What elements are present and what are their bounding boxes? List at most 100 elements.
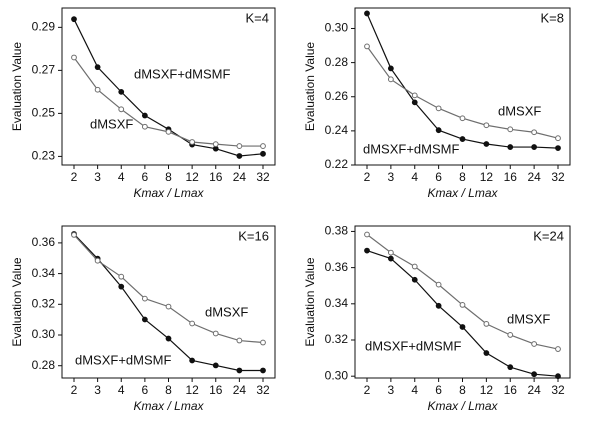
data-point	[435, 302, 442, 309]
data-point	[459, 115, 466, 122]
data-point	[531, 371, 538, 378]
x-axis-label: Kmax / Lmax	[427, 186, 498, 200]
data-point	[71, 232, 77, 238]
data-point	[141, 295, 148, 302]
data-point	[260, 150, 266, 157]
data-point	[387, 255, 394, 262]
data-point	[118, 273, 125, 280]
y-tick-label: 0.22	[325, 157, 349, 171]
series-line	[366, 13, 559, 149]
data-point	[71, 54, 77, 61]
x-tick-label: 2	[71, 170, 78, 184]
data-point	[555, 135, 561, 142]
data-point	[118, 283, 125, 290]
y-tick-label: 0.32	[325, 332, 349, 346]
annotation: K=8	[541, 10, 565, 25]
series-line	[366, 46, 559, 139]
series-label: dMSXF+dMSMF	[363, 141, 459, 156]
annotation: K=4	[246, 10, 270, 25]
data-point	[236, 143, 243, 149]
y-tick-label: 0.34	[32, 266, 56, 280]
x-axis-label: Kmax / Lmax	[133, 186, 204, 200]
data-point	[118, 106, 125, 113]
data-point	[364, 231, 370, 238]
data-point	[531, 341, 538, 347]
x-tick-label: 2	[364, 170, 371, 184]
y-tick-label: 0.27	[32, 63, 56, 77]
data-point	[435, 127, 442, 134]
data-point	[236, 337, 243, 344]
series-label: dMSXF	[90, 116, 133, 131]
data-point	[141, 112, 148, 119]
data-point	[411, 92, 418, 99]
data-point	[236, 153, 243, 159]
x-tick-label: 32	[551, 383, 565, 397]
x-tick-label: 6	[435, 170, 442, 184]
data-point	[507, 332, 514, 338]
data-point	[189, 139, 196, 145]
x-tick-label: 4	[118, 170, 125, 184]
data-point	[364, 43, 370, 50]
y-axis-label: Evaluation Value	[10, 257, 24, 347]
series-line	[73, 233, 263, 372]
y-axis-label: Evaluation Value	[303, 257, 317, 347]
data-point	[459, 136, 466, 142]
x-tick-label: 3	[388, 170, 395, 184]
x-tick-label: 6	[142, 383, 149, 397]
data-point	[165, 128, 172, 135]
series-label: dMSXF	[507, 311, 550, 326]
data-point	[260, 339, 266, 346]
data-point	[189, 320, 196, 327]
annotation: K=16	[238, 228, 269, 243]
data-point	[387, 249, 394, 256]
data-point	[483, 320, 490, 327]
data-point	[483, 122, 490, 129]
data-point	[118, 88, 125, 95]
series-label: dMSXF+dMSMF	[365, 338, 461, 353]
x-tick-label: 32	[551, 170, 565, 184]
x-tick-label: 8	[165, 383, 172, 397]
x-tick-label: 16	[209, 383, 223, 397]
y-axis-label: Evaluation Value	[10, 42, 24, 132]
data-point	[411, 99, 418, 106]
x-tick-label: 24	[233, 383, 247, 397]
x-tick-label: 2	[364, 383, 371, 397]
series-label: dMSXF	[205, 304, 248, 319]
plot-frame	[61, 7, 276, 166]
series-line	[366, 234, 559, 350]
data-point	[212, 330, 219, 337]
y-tick-label: 0.34	[325, 296, 349, 310]
x-tick-label: 3	[94, 170, 101, 184]
data-point	[236, 367, 243, 374]
annotation: K=24	[533, 228, 564, 243]
x-tick-label: 24	[527, 383, 541, 397]
data-point	[260, 143, 266, 149]
x-tick-label: 12	[480, 170, 494, 184]
x-tick-label: 2	[71, 383, 78, 397]
y-tick-label: 0.36	[325, 260, 349, 274]
x-tick-label: 6	[435, 383, 442, 397]
x-tick-label: 32	[256, 383, 270, 397]
series-line	[73, 234, 264, 344]
x-tick-label: 3	[388, 383, 395, 397]
data-point	[483, 350, 490, 356]
data-point	[507, 144, 514, 150]
data-point	[212, 141, 219, 148]
data-point	[141, 316, 148, 323]
y-tick-label: 0.30	[325, 21, 349, 35]
y-tick-label: 0.30	[32, 327, 56, 341]
series-line	[73, 18, 264, 157]
data-point	[531, 129, 538, 136]
series-label: dMSXF+dMSMF	[75, 352, 171, 367]
data-point	[411, 263, 418, 270]
y-tick-label: 0.36	[32, 235, 56, 249]
x-tick-label: 24	[527, 170, 541, 184]
x-axis-label: Kmax / Lmax	[427, 399, 498, 413]
series-label: dMSXF+dMSMF	[134, 66, 230, 81]
data-point	[212, 362, 219, 369]
data-point	[555, 346, 561, 352]
data-point	[141, 123, 148, 130]
x-tick-label: 8	[459, 170, 466, 184]
data-point	[94, 86, 101, 93]
